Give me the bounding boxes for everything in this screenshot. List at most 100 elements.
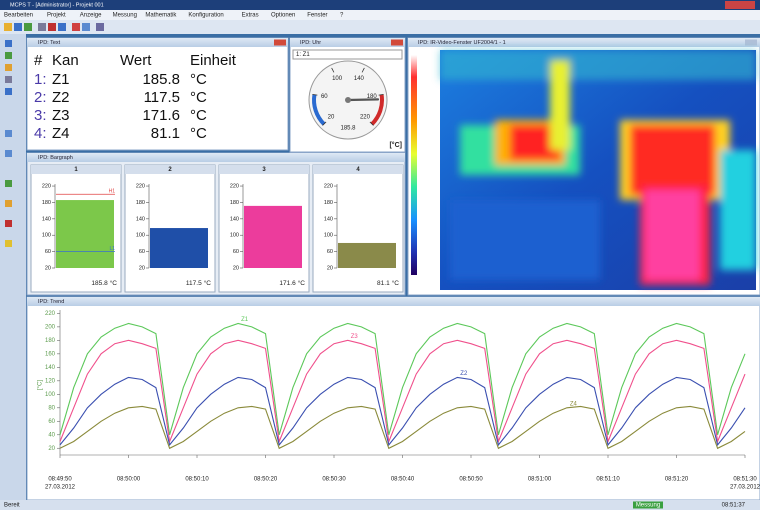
tool-button[interactable] — [5, 88, 12, 95]
menu-item[interactable]: Messung — [113, 13, 137, 19]
x-date-label: 27.03.2012 — [730, 485, 760, 491]
gauge-tick — [331, 67, 335, 73]
y-tick-label: 40 — [48, 432, 55, 438]
table-cell: 185.8 — [142, 71, 180, 88]
bar-name: 2 — [168, 167, 172, 173]
close-button[interactable] — [745, 39, 757, 46]
x-tick-label: 08:51:00 — [528, 477, 552, 483]
gauge-tick-label: 100 — [332, 76, 343, 82]
thermal-region — [645, 190, 700, 280]
menu-item[interactable]: Mathematik — [145, 13, 177, 19]
bar-name: 3 — [262, 167, 266, 173]
value-unit: °C — [392, 279, 400, 287]
y-tick-label: 200 — [45, 324, 56, 330]
ir-window: IPD: IR-Video-Fenster UF2004/1 - 1 — [407, 37, 760, 296]
table-cell: Z3 — [52, 107, 70, 124]
thermal-region — [630, 125, 715, 195]
y-tick-label: 140 — [230, 216, 239, 222]
bar-value: 81.1 °C — [377, 279, 399, 287]
window-title: IPD: Bargraph — [38, 155, 73, 161]
y-tick-label: 20 — [139, 265, 145, 271]
tool-button[interactable] — [38, 23, 46, 31]
window-controls[interactable] — [725, 1, 755, 9]
value-number: 171.6 — [279, 280, 296, 287]
close-button[interactable] — [391, 39, 403, 46]
window-title: MCPS T - [Administrator] - Projekt 001 — [10, 2, 104, 8]
menu-item[interactable]: Optionen — [271, 13, 295, 19]
menu-item[interactable]: Fenster — [307, 13, 327, 19]
y-tick-label: 220 — [324, 184, 333, 190]
y-tick-label: 20 — [48, 446, 55, 452]
column-header: Kan — [52, 52, 79, 69]
table-cell: 117.5 — [144, 89, 180, 106]
menu-item[interactable]: Extras — [242, 13, 259, 19]
tool-button[interactable] — [58, 23, 66, 31]
tool-button[interactable] — [48, 23, 56, 31]
y-tick-label: 220 — [136, 184, 145, 190]
table-cell: 2: — [34, 89, 47, 106]
y-tick-label: 100 — [136, 233, 145, 239]
bar-value: 171.6 °C — [279, 279, 305, 287]
y-tick-label: 100 — [42, 233, 51, 239]
y-tick-label: 140 — [136, 216, 145, 222]
gauge-band — [312, 94, 326, 126]
tool-button[interactable] — [5, 130, 12, 137]
tool-button[interactable] — [14, 23, 22, 31]
title-bar — [0, 0, 760, 10]
y-tick-label: 60 — [48, 419, 55, 425]
y-tick-label: 60 — [233, 249, 239, 255]
window-title: IPD: Text — [38, 40, 61, 46]
tool-button[interactable] — [4, 23, 12, 31]
menu-item[interactable]: ? — [340, 13, 344, 19]
text-window: IPD: Text # Kan Wert Einheit 1: Z1 185.8 °C 2: Z2… — [26, 37, 289, 151]
table-cell: 3: — [34, 107, 47, 124]
status-bar — [0, 500, 760, 510]
x-tick-label: 08:50:30 — [322, 477, 346, 483]
value-number: 117.5 — [186, 280, 202, 287]
y-tick-label: 140 — [324, 216, 333, 222]
tool-button[interactable] — [5, 40, 12, 47]
trend-line — [59, 376, 746, 447]
tool-button[interactable] — [5, 180, 12, 187]
bar-value: 117.5 °C — [186, 279, 211, 287]
tool-button[interactable] — [72, 23, 80, 31]
series-label: Z2 — [460, 371, 468, 377]
close-button[interactable] — [274, 39, 286, 46]
tool-button[interactable] — [5, 64, 12, 71]
value-unit: °C — [204, 279, 212, 287]
menu-item[interactable]: Projekt — [47, 13, 66, 19]
gauge-band — [370, 94, 384, 126]
bar — [150, 228, 208, 268]
side-toolbar — [0, 34, 26, 500]
y-tick-label: 180 — [230, 200, 239, 206]
menu-item[interactable]: Bearbeiten — [4, 13, 33, 19]
tool-button[interactable] — [24, 23, 32, 31]
x-tick-label: 08:51:30 — [733, 477, 757, 483]
tool-button[interactable] — [5, 240, 12, 247]
tool-button[interactable] — [82, 23, 90, 31]
bar-name: 1 — [74, 167, 78, 173]
tool-button[interactable] — [5, 52, 12, 59]
thermal-image — [440, 50, 756, 290]
tool-button[interactable] — [5, 76, 12, 83]
y-tick-label: 100 — [45, 392, 56, 398]
gauge-tick-label: 140 — [354, 76, 365, 82]
table-cell: 81.1 — [151, 125, 180, 142]
gauge-tick-label: 220 — [360, 115, 371, 121]
value-unit: °C — [298, 279, 306, 287]
menu-item[interactable]: Konfiguration — [188, 13, 223, 19]
x-tick-label: 08:51:10 — [596, 477, 620, 483]
gauge-tick-label: 60 — [321, 94, 328, 100]
gauge-needle — [346, 98, 380, 102]
y-tick-label: 220 — [45, 311, 56, 317]
tool-button[interactable] — [5, 200, 12, 207]
gauge-hub — [345, 97, 351, 103]
menu-item[interactable]: Anzeige — [80, 13, 102, 19]
tool-button[interactable] — [5, 220, 12, 227]
channel-dropdown[interactable] — [292, 49, 403, 60]
column-header: Wert — [120, 52, 152, 69]
tool-button[interactable] — [96, 23, 104, 31]
tool-button[interactable] — [5, 150, 12, 157]
